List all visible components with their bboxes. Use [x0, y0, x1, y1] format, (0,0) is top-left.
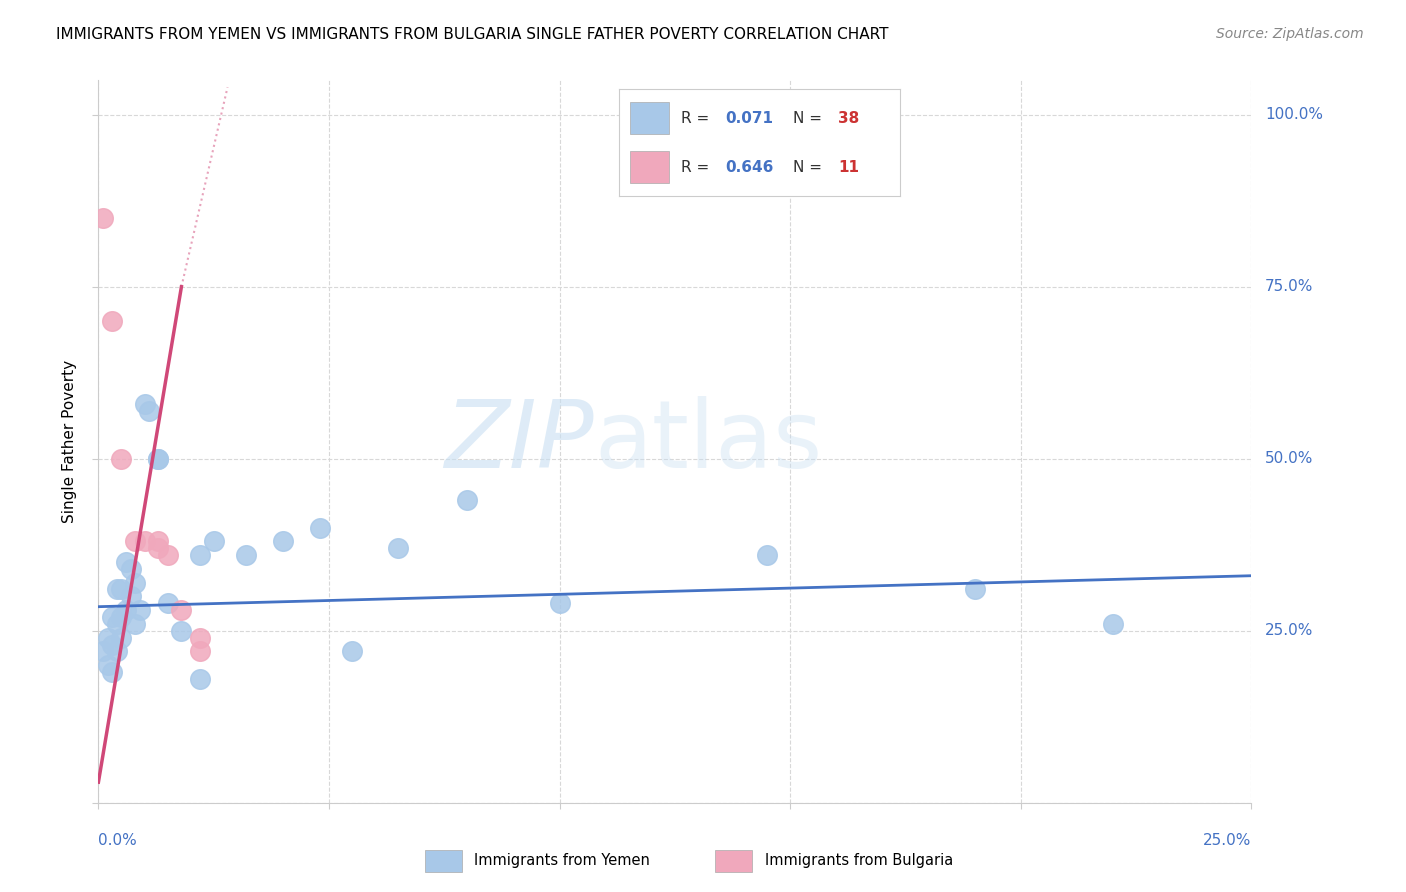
- Point: [456, 493, 478, 508]
- Text: 25.0%: 25.0%: [1204, 833, 1251, 848]
- Point: [188, 548, 211, 562]
- Point: [148, 451, 170, 466]
- Point: [97, 658, 120, 673]
- Text: 0.0%: 0.0%: [98, 833, 138, 848]
- Text: Source: ZipAtlas.com: Source: ZipAtlas.com: [1216, 27, 1364, 41]
- Point: [124, 616, 146, 631]
- Point: [148, 451, 170, 466]
- Point: [138, 403, 160, 417]
- Point: [124, 534, 146, 549]
- Text: Immigrants from Bulgaria: Immigrants from Bulgaria: [765, 854, 953, 868]
- Point: [97, 631, 120, 645]
- Text: 11: 11: [838, 160, 859, 175]
- Text: R =: R =: [681, 111, 714, 126]
- Point: [156, 548, 179, 562]
- Point: [101, 610, 124, 624]
- Point: [963, 582, 986, 597]
- Point: [188, 644, 211, 658]
- Text: 0.646: 0.646: [725, 160, 773, 175]
- Point: [120, 590, 142, 604]
- Point: [202, 534, 225, 549]
- Point: [188, 631, 211, 645]
- Text: Immigrants from Yemen: Immigrants from Yemen: [474, 854, 650, 868]
- Text: N =: N =: [793, 160, 827, 175]
- Bar: [716, 849, 752, 872]
- Y-axis label: Single Father Poverty: Single Father Poverty: [62, 360, 77, 523]
- Point: [91, 644, 114, 658]
- Point: [387, 541, 409, 556]
- Point: [340, 644, 363, 658]
- Point: [124, 575, 146, 590]
- Point: [110, 582, 132, 597]
- Point: [105, 582, 128, 597]
- Text: R =: R =: [681, 160, 714, 175]
- Text: N =: N =: [793, 111, 827, 126]
- Text: IMMIGRANTS FROM YEMEN VS IMMIGRANTS FROM BULGARIA SINGLE FATHER POVERTY CORRELAT: IMMIGRANTS FROM YEMEN VS IMMIGRANTS FROM…: [56, 27, 889, 42]
- Text: 75.0%: 75.0%: [1265, 279, 1313, 294]
- Point: [101, 665, 124, 679]
- Text: atlas: atlas: [595, 395, 823, 488]
- Point: [101, 314, 124, 328]
- Point: [548, 596, 571, 610]
- Point: [148, 534, 170, 549]
- Point: [271, 534, 294, 549]
- Point: [105, 644, 128, 658]
- Text: 25.0%: 25.0%: [1265, 624, 1313, 639]
- Bar: [630, 102, 669, 134]
- Bar: [425, 849, 461, 872]
- Point: [188, 672, 211, 686]
- Text: 0.071: 0.071: [725, 111, 773, 126]
- Point: [91, 211, 114, 225]
- Text: 38: 38: [838, 111, 859, 126]
- Point: [134, 397, 156, 411]
- Point: [756, 548, 779, 562]
- Point: [115, 603, 138, 617]
- Bar: [630, 152, 669, 184]
- Point: [110, 610, 132, 624]
- Point: [1102, 616, 1125, 631]
- Text: ZIP: ZIP: [444, 396, 595, 487]
- Point: [148, 541, 170, 556]
- Point: [235, 548, 257, 562]
- Point: [105, 616, 128, 631]
- Point: [170, 624, 193, 638]
- Text: 100.0%: 100.0%: [1265, 107, 1323, 122]
- Point: [120, 562, 142, 576]
- Point: [170, 603, 193, 617]
- Point: [308, 520, 330, 534]
- Point: [134, 534, 156, 549]
- Text: 50.0%: 50.0%: [1265, 451, 1313, 467]
- Point: [110, 451, 132, 466]
- Point: [129, 603, 152, 617]
- Point: [110, 631, 132, 645]
- Point: [101, 638, 124, 652]
- Point: [115, 555, 138, 569]
- Point: [156, 596, 179, 610]
